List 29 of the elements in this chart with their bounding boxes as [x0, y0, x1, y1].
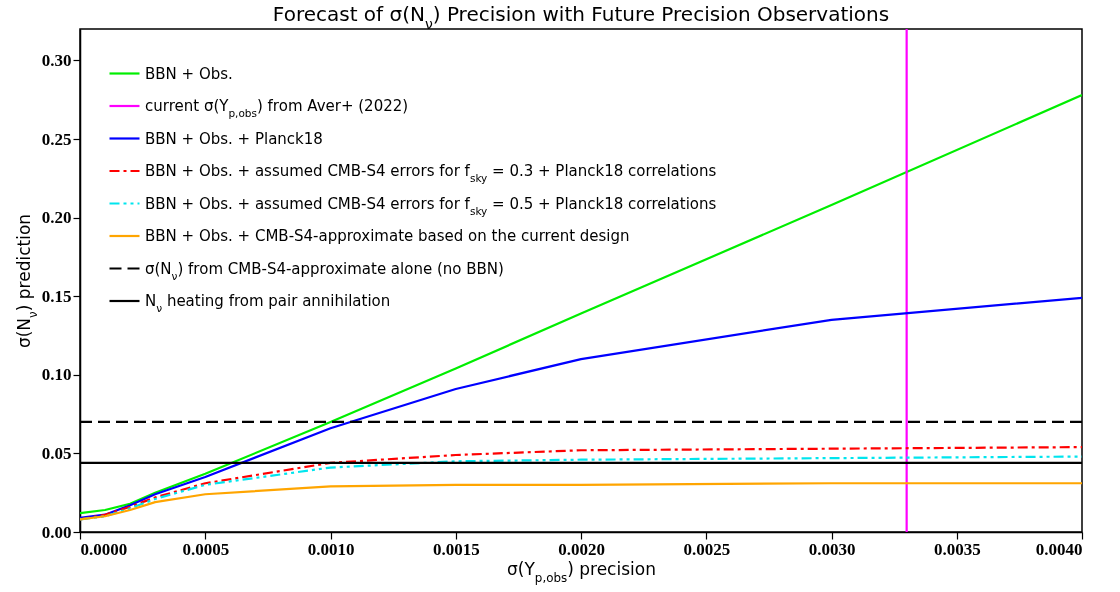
y-tick-label: 0.10 — [41, 365, 72, 385]
chart-title: Forecast of σ(N$_{ν}$) Precision with Future Precision Observations — [272, 2, 890, 32]
x-tick-label: 0.0030 — [808, 539, 856, 559]
legend-label: BBN + Obs. + Planck18 — [145, 129, 323, 148]
x-tick-label: 0.0025 — [683, 539, 731, 559]
y-tick-label: 0.00 — [41, 522, 72, 542]
line-series — [80, 93, 1082, 515]
legend-label: N$_{ν}$ heating from pair annihilation — [145, 292, 391, 314]
x-tick-label: 0.0000 — [80, 539, 128, 559]
y-tick-label: 0.05 — [41, 443, 72, 463]
x-tick-label: 0.0040 — [1035, 539, 1083, 559]
y-tick-label: 0.25 — [41, 129, 72, 149]
x-tick-label: 0.0035 — [933, 539, 981, 559]
y-tick-label: 0.20 — [41, 208, 72, 228]
x-tick-label: 0.0020 — [558, 539, 605, 559]
legend-label: BBN + Obs. + assumed CMB-S4 errors for f$_{sky}$ = 0.5 + Planck18 correlations — [145, 194, 717, 217]
x-tick-label: 0.0005 — [182, 539, 230, 559]
line-series — [80, 482, 1082, 521]
x-tick-label: 0.0010 — [307, 539, 355, 559]
y-tick-label: 0.30 — [41, 50, 72, 70]
x-axis-title: σ(Y$_{p,obs}$) precision — [507, 558, 656, 585]
legend-label: BBN + Obs. + assumed CMB-S4 errors for f$_{sky}$ = 0.3 + Planck18 correlations — [145, 162, 717, 184]
legend-label: σ(N$_{ν}$) from CMB-S4-approximate alone (no BBN) — [145, 259, 504, 282]
x-tick-label: 0.0015 — [432, 539, 480, 559]
line-series — [80, 296, 1082, 519]
legend-label: BBN + Obs. — [145, 64, 233, 83]
legend-label: current σ(Y$_{p,obs}$) from Aver+ (2022) — [145, 97, 409, 119]
y-tick-label: 0.15 — [41, 286, 72, 306]
legend-label: BBN + Obs. + CMB-S4-approximate based on the current design — [145, 227, 630, 245]
